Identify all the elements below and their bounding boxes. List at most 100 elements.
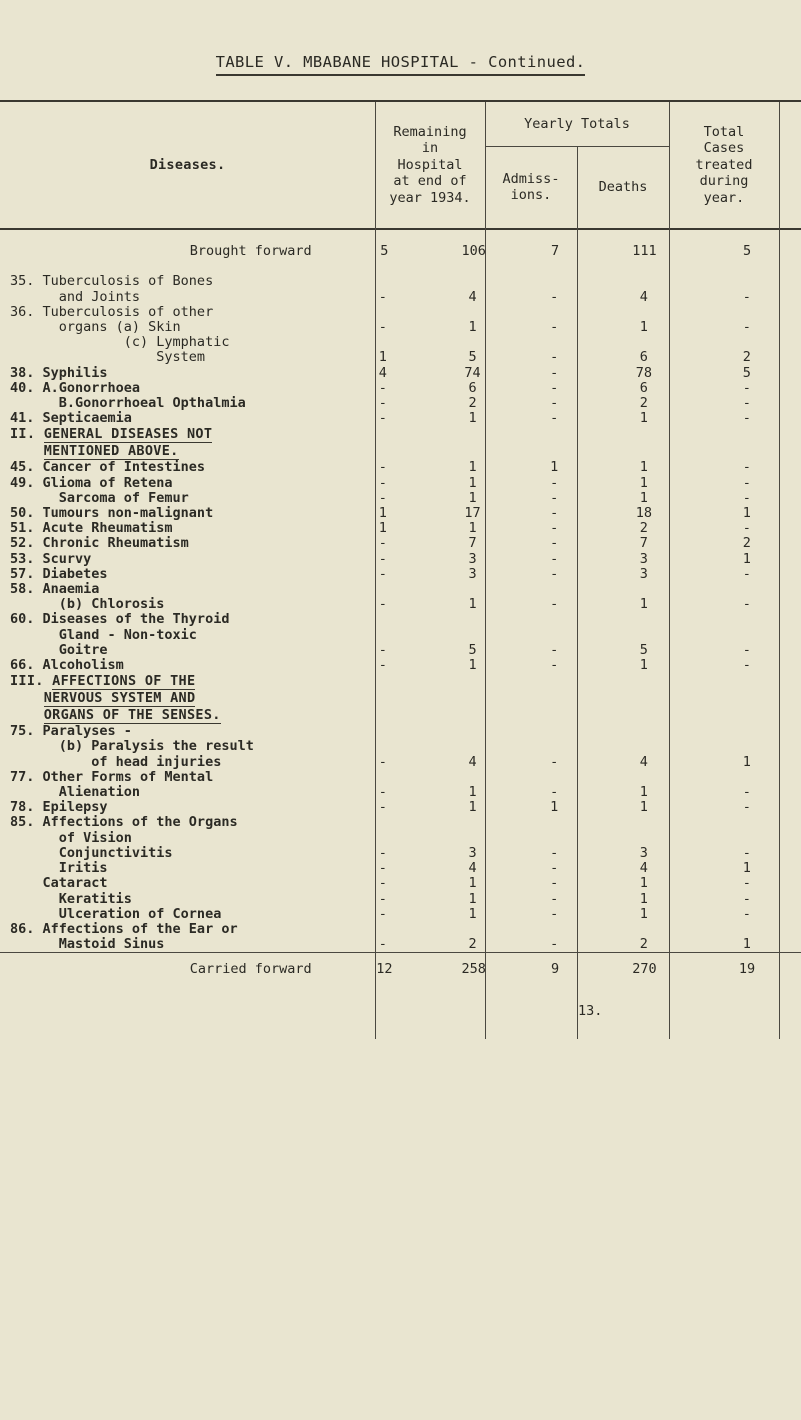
section-heading-text: NERVOUS SYSTEM AND bbox=[43, 690, 196, 708]
table-row: 45. Cancer of Intestines - 1 1 1 - bbox=[0, 460, 801, 475]
cell-remaining-start: - bbox=[378, 875, 387, 892]
cell-total bbox=[595, 582, 693, 597]
section-empty-cell bbox=[334, 673, 432, 724]
table-row: of Vision bbox=[0, 829, 801, 846]
cell-admissions bbox=[432, 922, 514, 937]
cell-remaining-end bbox=[693, 305, 801, 320]
cell-remaining-end bbox=[693, 724, 801, 739]
cell-remaining-start bbox=[334, 305, 432, 320]
column-header-yearly-totals: Yearly Totals bbox=[524, 115, 630, 132]
cell-remaining-start bbox=[334, 612, 432, 627]
section-empty-cell bbox=[432, 426, 514, 460]
cell-remaining-end: - bbox=[742, 657, 751, 674]
table-row: Ulceration of Cornea - 1 - 1 - bbox=[0, 905, 801, 922]
section-number: II. bbox=[10, 426, 44, 443]
cell-remaining-start: - bbox=[378, 657, 387, 674]
table-row: 52. Chronic Rheumatism - 7 - 7 2 bbox=[0, 536, 801, 551]
row-label: Gland - Non-toxic bbox=[10, 626, 197, 643]
cell-total bbox=[595, 274, 693, 289]
cell-deaths bbox=[513, 582, 595, 597]
cell-remaining-end: - bbox=[742, 875, 751, 892]
cell-remaining-end bbox=[693, 274, 801, 289]
column-divider bbox=[375, 102, 376, 1039]
cell-total: 5 bbox=[639, 641, 648, 658]
cell-total: 18 bbox=[635, 505, 652, 522]
brought-forward-row: Brought forward 5 106 7 111 5 bbox=[0, 230, 801, 259]
row-label: 60. Diseases of the Thyroid bbox=[10, 611, 230, 628]
row-label: Goitre bbox=[10, 641, 108, 658]
row-label: 49. Glioma of Retena bbox=[10, 474, 173, 491]
table-row: Alienation - 1 - 1 - bbox=[0, 784, 801, 800]
cell-admissions: 3 bbox=[468, 844, 477, 861]
page-title-wrap: TABLE V. MBABANE HOSPITAL - Continued. bbox=[0, 0, 801, 76]
cell-deaths bbox=[513, 274, 595, 289]
carried-forward-row: Carried forward 12 258 9 270 19 bbox=[0, 953, 801, 986]
cell-deaths: - bbox=[550, 565, 559, 582]
cell-admissions: 2 bbox=[468, 936, 477, 953]
table-row: Gland - Non-toxic bbox=[0, 626, 801, 643]
cell-total: 4 bbox=[639, 860, 648, 877]
cell-remaining-end: - bbox=[742, 520, 751, 537]
table-row: 50. Tumours non-malignant 1 17 - 18 1 bbox=[0, 505, 801, 522]
table-row: 51. Acute Rheumatism 1 1 - 2 - bbox=[0, 521, 801, 536]
table-row: Sarcoma of Femur - 1 - 1 - bbox=[0, 489, 801, 506]
cell-deaths bbox=[513, 831, 595, 846]
cell-remaining-end: 1 bbox=[742, 550, 751, 567]
row-label: 45. Cancer of Intestines bbox=[10, 459, 206, 476]
cell-total: 1 bbox=[639, 905, 648, 922]
cell-admissions: 3 bbox=[468, 565, 477, 582]
cell-remaining-start bbox=[334, 922, 432, 937]
cell-remaining-start bbox=[334, 770, 432, 785]
cell-remaining-end bbox=[693, 612, 801, 627]
cell-remaining-start: - bbox=[378, 799, 387, 816]
cell-admissions: 1 bbox=[468, 875, 477, 892]
cell-total bbox=[595, 831, 693, 846]
table-row: 75. Paralyses - bbox=[0, 724, 801, 739]
row-label: B.Gonorrhoeal Opthalmia bbox=[10, 395, 246, 412]
cell-total bbox=[595, 724, 693, 739]
cell-deaths bbox=[513, 628, 595, 643]
cell-admissions bbox=[432, 335, 514, 350]
cell-deaths: 1 bbox=[550, 799, 559, 816]
table-row: Keratitis - 1 - 1 - bbox=[0, 891, 801, 907]
cell-admissions: 1 bbox=[468, 459, 477, 476]
cell-total: 1 bbox=[639, 799, 648, 816]
cell-deaths bbox=[513, 815, 595, 830]
section-heading-line: NERVOUS SYSTEM AND bbox=[10, 690, 334, 708]
section-heading: III. AFFECTIONS OF THE NERVOUS SYSTEM AN… bbox=[0, 673, 334, 725]
cell-total: 1 bbox=[639, 875, 648, 892]
row-label: of Vision bbox=[10, 829, 132, 846]
column-header-deaths: Deaths bbox=[598, 178, 648, 195]
cell-deaths bbox=[513, 922, 595, 937]
cell-deaths: - bbox=[550, 753, 559, 770]
table-row: 78. Epilepsy - 1 1 1 - bbox=[0, 800, 801, 815]
cell-deaths: - bbox=[550, 520, 559, 537]
table-row: 77. Other Forms of Mental bbox=[0, 769, 801, 785]
row-label: 52. Chronic Rheumatism bbox=[10, 535, 189, 552]
row-label: 78. Epilepsy bbox=[10, 799, 108, 816]
table-row: Cataract - 1 - 1 - bbox=[0, 876, 801, 891]
brought-forward-deaths: 7 bbox=[551, 243, 560, 259]
cell-deaths: - bbox=[550, 364, 559, 381]
row-label: 57. Diabetes bbox=[10, 565, 108, 582]
cell-admissions: 1 bbox=[468, 596, 477, 613]
cell-remaining-end bbox=[693, 335, 801, 350]
row-label: (b) Paralysis the result bbox=[10, 738, 254, 755]
cell-deaths bbox=[513, 739, 595, 754]
section-heading-row: II. GENERAL DISEASES NOT MENTIONED ABOVE… bbox=[0, 426, 801, 461]
column-divider bbox=[485, 102, 486, 1039]
brought-forward-remaining-end: 5 bbox=[742, 243, 752, 259]
row-label: organs (a) Skin bbox=[10, 319, 181, 335]
cell-total: 6 bbox=[639, 349, 648, 366]
brought-forward-admissions: 106 bbox=[461, 243, 486, 259]
cell-admissions: 1 bbox=[468, 489, 477, 506]
table-row: 60. Diseases of the Thyroid bbox=[0, 612, 801, 627]
section-indent bbox=[10, 443, 44, 459]
table-header-rule bbox=[0, 228, 801, 230]
carried-forward-rule bbox=[0, 952, 801, 954]
section-heading-text: MENTIONED ABOVE. bbox=[43, 443, 179, 461]
cell-admissions: 17 bbox=[464, 505, 481, 522]
table-row: 57. Diabetes - 3 - 3 - bbox=[0, 565, 801, 582]
cell-total: 1 bbox=[639, 410, 648, 427]
cell-remaining-end bbox=[693, 628, 801, 643]
